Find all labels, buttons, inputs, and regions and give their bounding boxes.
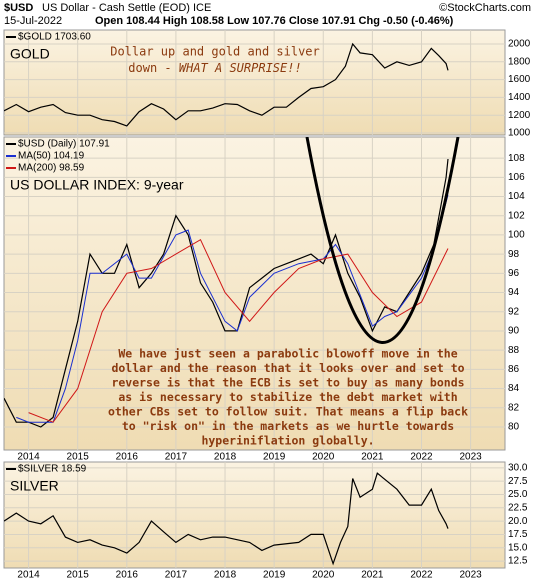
annotation-line: dollar and the reason that it looks over… <box>111 361 464 375</box>
panels <box>3 29 506 569</box>
instrument-name: US Dollar - Cash Settle (EOD) ICE <box>42 2 211 14</box>
overlay: 1000 1200 1400 1600 1800 2000 $GOLD 1703.60 GOL… <box>6 32 531 581</box>
y-tick-label: 12.5 <box>508 556 528 567</box>
y-tick-label: 15.0 <box>508 542 528 553</box>
x-tick-label: 2019 <box>263 452 286 463</box>
x-tick-label: 2023 <box>459 570 482 581</box>
x-tick-label: 2015 <box>67 570 90 581</box>
y-tick-label: 1800 <box>508 56 531 67</box>
x-tick-label: 2018 <box>214 452 237 463</box>
y-tick-label: 17.5 <box>508 529 528 540</box>
x-tick-label: 2016 <box>116 452 139 463</box>
y-tick-label: 88 <box>508 345 520 356</box>
date: 15-Jul-2022 <box>4 15 62 27</box>
annotation-emphasis: WHAT A SURPRISE!! <box>179 61 302 75</box>
plot-area <box>3 461 506 569</box>
y-tick-label: 94 <box>508 287 520 298</box>
panel-title: SILVER <box>10 478 59 494</box>
y-tick-label: 20.0 <box>508 516 528 527</box>
panel-title: US DOLLAR INDEX: 9-year <box>10 177 184 193</box>
annotation-part: down - <box>128 61 179 75</box>
annotation: Dollar up and gold and silver <box>110 45 320 59</box>
panel-title: GOLD <box>10 46 50 62</box>
x-tick-label: 2014 <box>17 570 40 581</box>
y-tick-label: 104 <box>508 191 525 202</box>
y-tick-label: 22.5 <box>508 502 528 513</box>
y-tick-label: 96 <box>508 268 520 279</box>
annotation-line: We have just seen a parabolic blowoff mo… <box>118 347 457 361</box>
y-tick-label: 1400 <box>508 92 531 103</box>
y-tick-label: 90 <box>508 326 520 337</box>
y-tick-label: 25.0 <box>508 489 528 500</box>
x-tick-label: 2017 <box>165 570 188 581</box>
y-tick-label: 100 <box>508 230 525 241</box>
legend-label: $SILVER 18.59 <box>18 464 87 475</box>
series-line <box>16 194 449 423</box>
y-tick-label: 84 <box>508 383 520 394</box>
y-tick-label: 1200 <box>508 110 531 121</box>
y-tick-label: 106 <box>508 172 525 183</box>
annotation-line: to "risk on" in the markets as we hurtle… <box>122 419 454 433</box>
y-tick-label: 2000 <box>508 39 531 50</box>
symbol: $USD <box>4 2 33 14</box>
x-tick-label: 2020 <box>312 570 335 581</box>
y-tick-label: 92 <box>508 306 520 317</box>
legend-label: MA(50) 104.19 <box>18 151 85 162</box>
y-tick-label: 1600 <box>508 74 531 85</box>
x-tick-label: 2022 <box>410 570 433 581</box>
parabola <box>305 137 460 344</box>
y-tick-label: 86 <box>508 364 520 375</box>
x-tick-label: 2021 <box>361 452 384 463</box>
annotation-line: other CBs set to follow suit. That means… <box>108 405 468 419</box>
annotation: down - WHAT A SURPRISE!! <box>128 61 301 75</box>
legend-label: MA(200) 98.59 <box>18 163 85 174</box>
y-tick-label: 27.5 <box>508 476 528 487</box>
y-tick-label: 102 <box>508 210 525 221</box>
x-tick-label: 2023 <box>459 452 482 463</box>
y-tick-label: 80 <box>508 422 520 433</box>
x-tick-label: 2020 <box>312 452 335 463</box>
x-tick-label: 2022 <box>410 452 433 463</box>
y-tick-label: 98 <box>508 249 520 260</box>
legend-label: $USD (Daily) 107.91 <box>18 139 110 150</box>
x-tick-label: 2021 <box>361 570 384 581</box>
x-tick-label: 2017 <box>165 452 188 463</box>
series-line <box>4 472 449 566</box>
y-tick-label: 108 <box>508 153 525 164</box>
quote: Open 108.44 High 108.58 Low 107.76 Close… <box>95 15 454 27</box>
x-tick-label: 2015 <box>67 452 90 463</box>
x-tick-label: 2019 <box>263 570 286 581</box>
series-line <box>28 238 449 423</box>
x-tick-label: 2018 <box>214 570 237 581</box>
x-tick-label: 2016 <box>116 570 139 581</box>
annotation-line: reverse is that the ECB is set to buy as… <box>111 376 464 390</box>
annotation-line: hyperiniflation globally. <box>201 434 374 448</box>
series-line <box>4 158 449 428</box>
y-tick-label: 30.0 <box>508 462 528 473</box>
legend-label: $GOLD 1703.60 <box>18 32 91 43</box>
y-tick-label: 82 <box>508 402 520 413</box>
x-tick-label: 2014 <box>17 452 40 463</box>
source: ©StockCharts.com <box>439 2 531 14</box>
series-line <box>4 42 449 127</box>
annotation-line: as is necessary to stabilize the debt ma… <box>118 390 457 404</box>
y-tick-label: 1000 <box>508 128 531 139</box>
